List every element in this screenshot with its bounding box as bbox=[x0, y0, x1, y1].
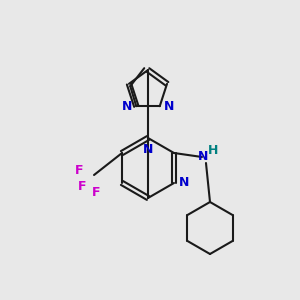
Text: N: N bbox=[164, 100, 174, 113]
Text: N: N bbox=[179, 176, 189, 190]
Text: N: N bbox=[198, 149, 208, 163]
Text: F: F bbox=[78, 181, 86, 194]
Text: F: F bbox=[92, 187, 100, 200]
Text: N: N bbox=[122, 100, 132, 113]
Text: H: H bbox=[208, 143, 218, 157]
Text: N: N bbox=[143, 143, 153, 156]
Text: F: F bbox=[75, 164, 83, 176]
